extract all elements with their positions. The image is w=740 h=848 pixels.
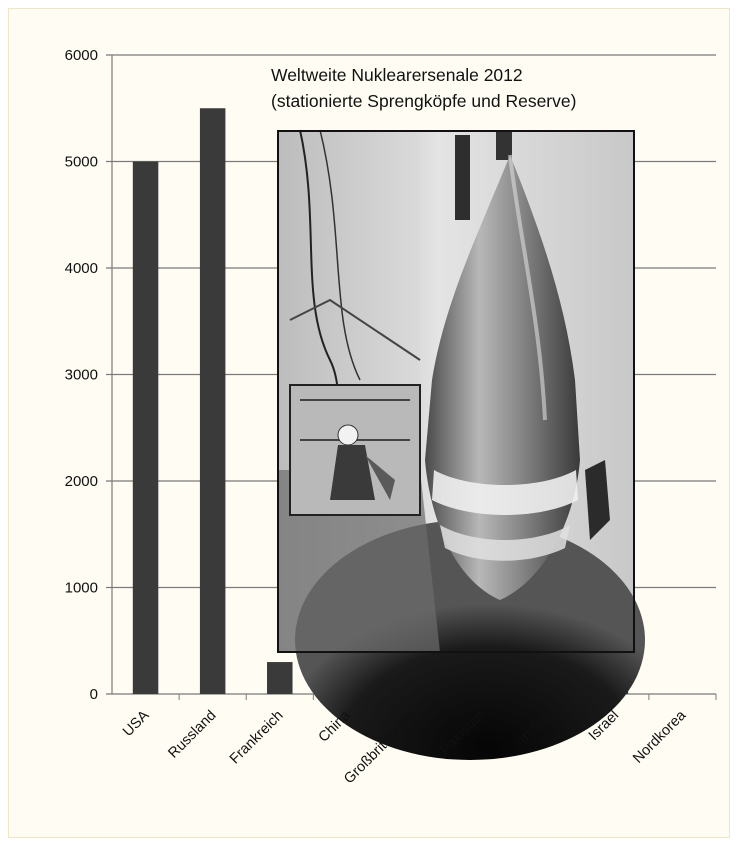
- y-tick-label: 3000: [65, 367, 98, 384]
- x-tick-label: USA: [120, 707, 153, 740]
- x-tick-label: Russland: [165, 708, 219, 762]
- y-tick-label: 0: [90, 686, 98, 703]
- x-tick-label: Nordkorea: [630, 707, 690, 767]
- missile-silo-photo: [277, 129, 645, 760]
- bar-russland: [199, 108, 226, 694]
- y-axis: 0 1000 2000 3000 4000 5000 6000: [65, 47, 113, 703]
- bar-usa: [132, 161, 159, 694]
- x-tick-label: Frankreich: [227, 708, 287, 768]
- bars: [132, 108, 717, 700]
- chart-title: Weltweite Nuklearersenale 2012: [271, 65, 523, 85]
- y-tick-label: 5000: [65, 154, 98, 171]
- y-tick-label: 2000: [65, 473, 98, 490]
- chart-subtitle: (stationierte Sprengköpfe und Reserve): [271, 91, 576, 111]
- bar-frankreich: [267, 662, 293, 694]
- y-tick-label: 6000: [65, 47, 98, 64]
- y-tick-label: 1000: [65, 580, 98, 597]
- y-tick-label: 4000: [65, 260, 98, 277]
